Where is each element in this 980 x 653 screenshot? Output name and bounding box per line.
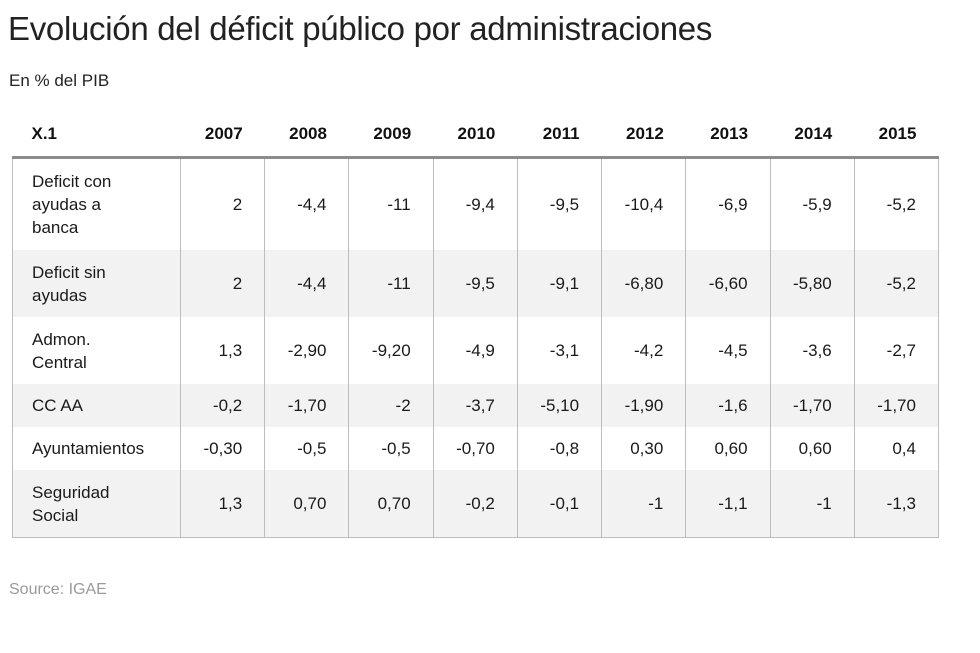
table-cell: 0,60 [685,427,771,470]
table-row: Ayuntamientos -0,30 -0,5 -0,5 -0,70 -0,8 0,30 0… [12,427,939,470]
table-cell: -1,70 [853,384,939,427]
table-cell: -0,30 [179,427,266,470]
table-cell: -1,70 [264,384,350,427]
table-cell: -2,90 [264,317,350,384]
table-cell: 0,70 [264,470,350,538]
table-cell: 0,70 [348,470,434,538]
row-label-text: Admon. Central [32,329,91,372]
table-cell: -0,5 [348,427,434,470]
table-cell: -1,1 [685,470,771,538]
row-label: Ayuntamientos [12,427,181,470]
table-cell: 0,30 [601,427,687,470]
table-cell: -0,2 [179,384,266,427]
source-note: Source: IGAE [9,581,107,598]
table-cell: -6,60 [685,250,771,317]
table-cell: -11 [348,250,434,317]
row-label: Admon. Central [12,317,181,384]
column-header-2009: 2009 [348,112,434,159]
table-cell: -3,6 [769,317,855,384]
table-cell: -0,8 [516,427,603,470]
column-header-2007: 2007 [180,112,265,159]
table-cell: 2 [179,157,266,250]
table-cell: -4,2 [601,317,687,384]
table-cell: 1,3 [179,470,266,538]
table-cell: -5,10 [516,384,603,427]
table-cell: -3,1 [516,317,603,384]
table-cell: -1,3 [853,470,939,538]
column-header-2012: 2012 [601,112,686,159]
table-cell: -1,90 [601,384,687,427]
table-cell: -9,4 [432,157,518,250]
table-cell: -4,5 [685,317,771,384]
table-cell: -2,7 [853,317,939,384]
row-label-text: Deficit con ayudas a banca [32,172,112,237]
row-label-text: Ayuntamientos [32,439,145,458]
data-table-container: X.1 2007 2008 2009 2010 2011 2012 2013 2014 2015… [12,112,939,538]
row-label: Deficit con ayudas a banca [12,157,181,250]
table-cell: -3,7 [432,384,518,427]
table-body: Deficit con ayudas a banca 2 -4,4 -11 -9,4 -9… [12,157,939,538]
table-cell: -1,6 [685,384,771,427]
column-header-2014: 2014 [770,112,855,159]
table-cell: -9,5 [516,157,603,250]
table-cell: -6,80 [601,250,687,317]
table-cell: -0,70 [432,427,518,470]
table-cell: 0,4 [853,427,939,470]
table-row: Deficit sin ayudas 2 -4,4 -11 -9,5 -9,1 -6,80-… [12,250,939,317]
table-cell: -5,80 [769,250,855,317]
table-cell: -9,5 [432,250,518,317]
row-label-text: Deficit sin ayudas [32,262,106,305]
table-cell: -5,2 [853,250,939,317]
table-cell: -0,2 [432,470,518,538]
table-row: Seguridad Social 1,3 0,70 0,70 -0,2 -0,1 -1 -1,… [12,470,939,538]
chart-subtitle: En % del PIB [9,71,110,90]
row-label-text: Seguridad Social [32,482,110,525]
corner-header: X.1 [12,112,181,159]
chart-title: Evolución del déficit público por admini… [8,10,713,47]
table-cell: 2 [179,250,266,317]
table-cell: -0,1 [516,470,603,538]
column-header-2013: 2013 [685,112,771,159]
table-cell: -1,70 [769,384,855,427]
table-cell: -1 [601,470,687,538]
column-header-2010: 2010 [433,112,518,159]
table-cell: -2 [348,384,434,427]
row-label: Seguridad Social [12,470,181,538]
table-header-row: X.1 2007 2008 2009 2010 2011 2012 2013 2014 2015 [12,112,939,159]
table-cell: -9,20 [348,317,434,384]
table-cell: -5,9 [769,157,855,250]
table-cell: 1,3 [179,317,266,384]
deficit-table: X.1 2007 2008 2009 2010 2011 2012 2013 2014 2015… [12,112,939,538]
table-cell: -4,4 [264,157,350,250]
table-cell: -6,9 [685,157,771,250]
table-row: CC AA -0,2 -1,70 -2 -3,7 -5,10 -1,90 -1,6 -1,70-… [12,384,939,427]
table-cell: -4,4 [264,250,350,317]
table-row: Admon. Central 1,3 -2,90 -9,20 -4,9 -3,1 -4,2-… [12,317,939,384]
row-label-text: CC AA [32,396,84,415]
table-cell: -0,5 [264,427,350,470]
table-cell: -9,1 [516,250,603,317]
table-cell: -11 [348,157,434,250]
table-cell: -10,4 [601,157,687,250]
table-cell: 0,60 [769,427,855,470]
column-header-2011: 2011 [517,112,602,159]
row-label: Deficit sin ayudas [12,250,181,317]
table-cell: -4,9 [432,317,518,384]
row-label: CC AA [12,384,181,427]
table-row: Deficit con ayudas a banca 2 -4,4 -11 -9,4 -9… [12,157,939,250]
column-header-2008: 2008 [264,112,349,159]
table-cell: -1 [769,470,855,538]
column-header-2015: 2015 [854,112,939,159]
table-cell: -5,2 [853,157,939,250]
